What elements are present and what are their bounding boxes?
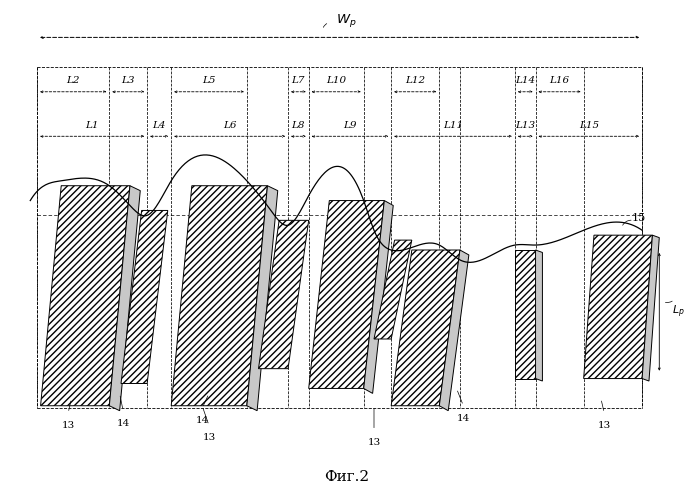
Polygon shape	[515, 250, 536, 378]
Text: L1: L1	[85, 121, 99, 130]
Text: L16: L16	[550, 76, 570, 86]
Polygon shape	[121, 210, 168, 384]
Polygon shape	[364, 200, 393, 394]
Text: Фиг.2: Фиг.2	[324, 470, 369, 484]
Text: L13: L13	[515, 121, 535, 130]
Polygon shape	[391, 250, 460, 406]
Polygon shape	[374, 240, 412, 339]
Text: L11: L11	[443, 121, 463, 130]
Polygon shape	[41, 186, 130, 406]
Polygon shape	[642, 235, 659, 381]
Polygon shape	[584, 235, 652, 378]
Text: L14: L14	[515, 76, 535, 86]
Text: $W_p$: $W_p$	[336, 12, 357, 28]
Text: L8: L8	[292, 121, 305, 130]
Text: L4: L4	[152, 121, 166, 130]
Text: 15: 15	[632, 213, 646, 223]
Polygon shape	[171, 186, 267, 406]
Text: 14: 14	[116, 418, 130, 428]
Text: 14: 14	[457, 414, 470, 422]
Text: L10: L10	[326, 76, 346, 86]
Text: L5: L5	[202, 76, 216, 86]
Text: 13: 13	[62, 421, 75, 430]
Text: L7: L7	[292, 76, 305, 86]
Text: L15: L15	[579, 121, 599, 130]
Text: 13: 13	[202, 434, 216, 442]
Polygon shape	[536, 250, 543, 381]
Text: 13: 13	[367, 438, 380, 448]
Text: L3: L3	[121, 76, 135, 86]
Polygon shape	[308, 200, 385, 388]
Polygon shape	[247, 186, 278, 410]
Text: L12: L12	[405, 76, 426, 86]
Text: L9: L9	[343, 121, 357, 130]
Text: 13: 13	[597, 421, 611, 430]
Text: L6: L6	[223, 121, 236, 130]
Polygon shape	[109, 186, 140, 410]
Text: 14: 14	[195, 416, 209, 425]
Text: $L_p$: $L_p$	[672, 304, 685, 320]
Polygon shape	[439, 250, 469, 410]
Text: L2: L2	[67, 76, 80, 86]
Polygon shape	[258, 220, 308, 368]
